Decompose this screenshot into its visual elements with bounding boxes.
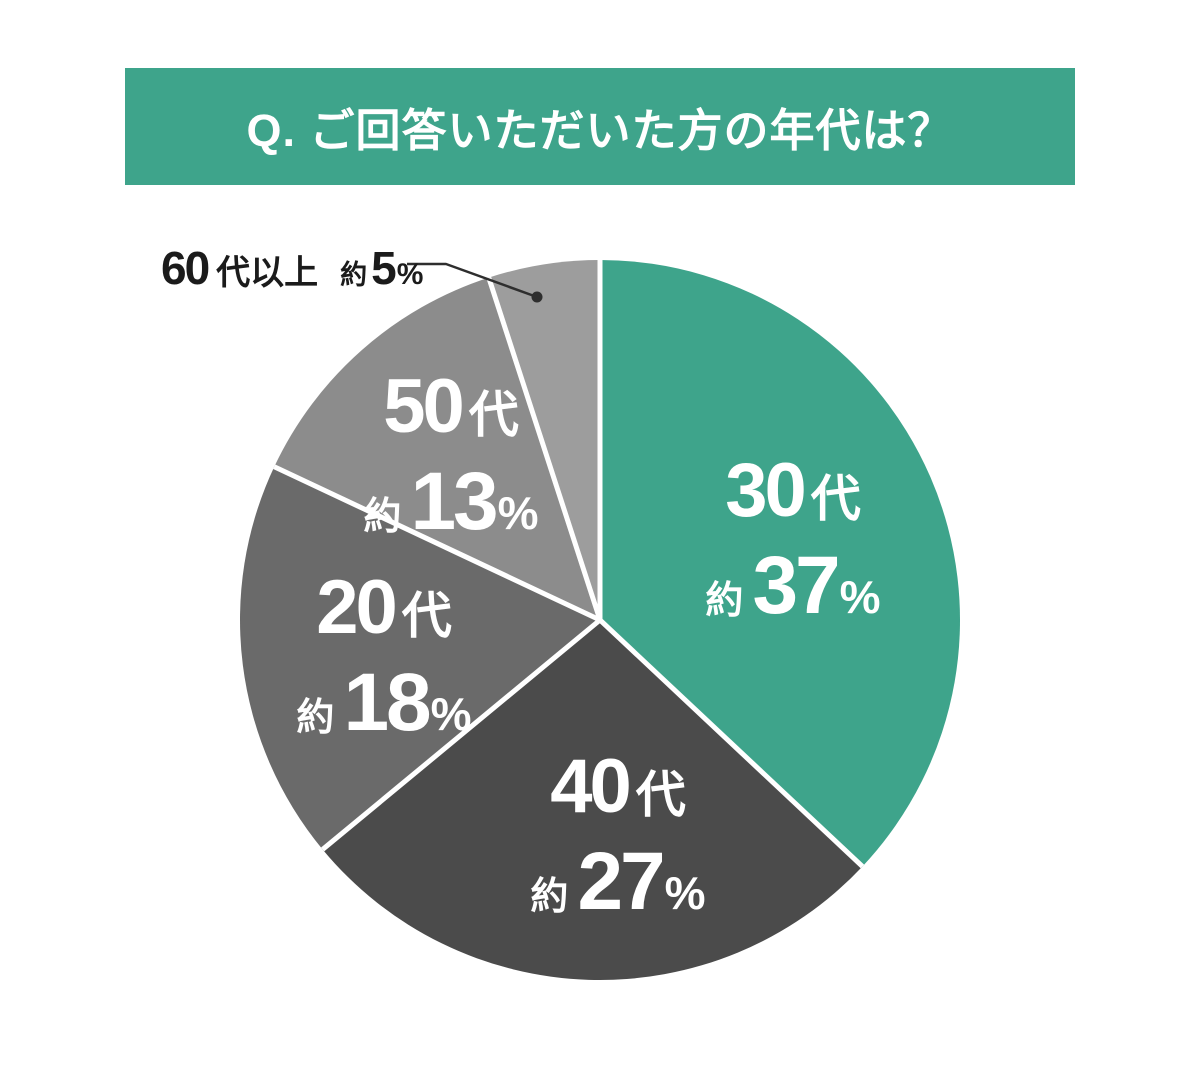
slice-divider — [273, 464, 602, 623]
slice-40s-number: 40 — [550, 744, 632, 829]
slice-dividers — [273, 260, 865, 869]
slice-label-50s-category: 50 代 — [363, 369, 538, 445]
slice-40s-pct-sign: % — [664, 867, 706, 919]
slice-divider — [598, 618, 865, 869]
slice-40s-approx: 約 — [530, 876, 569, 918]
pie-slice-50代 — [274, 277, 600, 620]
slice-30s-approx: 約 — [705, 580, 744, 622]
slice-20s-approx: 約 — [296, 697, 335, 739]
callout-60s-pct-sign: % — [396, 258, 424, 291]
slice-50s-pct-number: 13 — [410, 456, 498, 547]
callout-60s-pct-number: 5 — [371, 242, 397, 294]
slice-30s-number: 30 — [725, 448, 807, 533]
slice-label-20s-category: 20 代 — [296, 570, 471, 646]
slice-40s-suffix: 代 — [635, 767, 686, 823]
callout-60s-number: 60 — [161, 242, 210, 294]
slice-20s-pct-sign: % — [430, 688, 472, 740]
slice-label-40s-category: 40 代 — [530, 749, 705, 825]
slice-30s-pct-sign: % — [839, 571, 881, 623]
question-banner: Q. ご回答いただいた方の年代は？ — [125, 68, 1075, 185]
slice-50s-approx: 約 — [363, 496, 402, 538]
callout-label-60s-plus: 60 代以上 約5% — [161, 245, 423, 291]
pie-slice-30代 — [600, 259, 961, 867]
callout-60s-suffix: 代以上 — [216, 254, 319, 292]
slice-50s-number: 50 — [383, 364, 465, 449]
slice-label-50s: 50 代 約 13% — [363, 369, 538, 543]
slice-30s-pct-number: 37 — [752, 540, 840, 631]
pie-slices — [240, 259, 961, 980]
slice-label-50s-percent: 約 13% — [363, 461, 538, 543]
callout-line-group — [407, 262, 543, 303]
slice-label-20s: 20 代 約 18% — [296, 570, 471, 744]
slice-label-30s-category: 30 代 — [705, 453, 880, 529]
slice-label-40s: 40 代 約 27% — [530, 749, 705, 923]
slice-label-20s-percent: 約 18% — [296, 662, 471, 744]
slice-50s-pct-sign: % — [497, 487, 539, 539]
callout-dot — [531, 291, 543, 303]
slice-divider — [321, 618, 602, 852]
slice-divider — [486, 276, 603, 621]
slice-20s-suffix: 代 — [401, 588, 452, 644]
slice-40s-pct-number: 27 — [577, 836, 665, 927]
question-title: Q. ご回答いただいた方の年代は？ — [246, 105, 954, 156]
slice-20s-pct-number: 18 — [343, 657, 431, 748]
slice-30s-suffix: 代 — [810, 471, 861, 527]
pie-slice-40代 — [322, 620, 863, 980]
callout-line — [407, 262, 538, 299]
pie-slice-20代 — [240, 466, 600, 850]
callout-60s-approx: 約 — [340, 260, 368, 290]
slice-label-30s-percent: 約 37% — [705, 545, 880, 627]
slice-50s-suffix: 代 — [468, 387, 519, 443]
slice-label-40s-percent: 約 27% — [530, 841, 705, 923]
slice-20s-number: 20 — [316, 565, 398, 650]
slice-label-30s: 30 代 約 37% — [705, 453, 880, 627]
